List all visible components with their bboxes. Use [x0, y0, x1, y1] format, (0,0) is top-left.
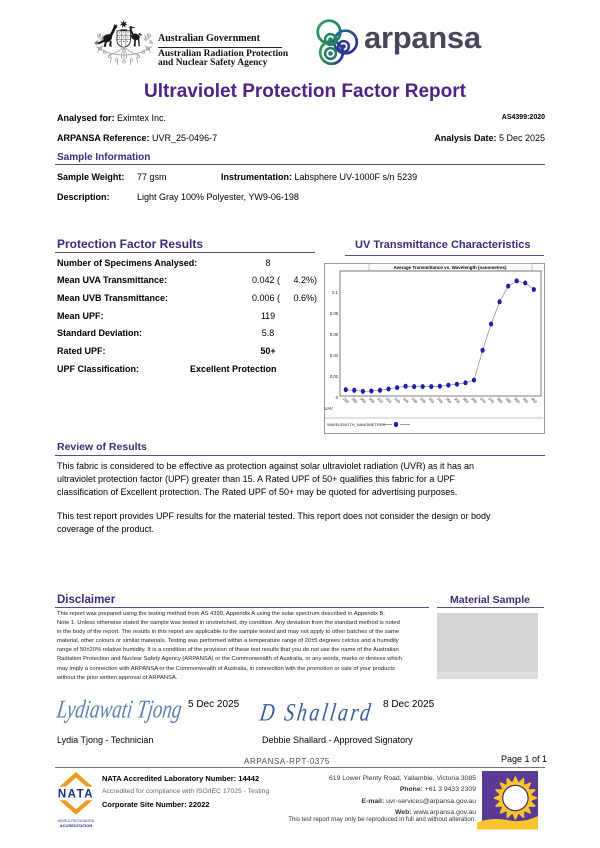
svg-text:+UAV: +UAV — [324, 406, 333, 411]
svg-text:300: 300 — [359, 397, 366, 404]
svg-text:390: 390 — [513, 397, 520, 404]
svg-text:400: 400 — [530, 397, 537, 404]
svg-text:0.08: 0.08 — [330, 311, 339, 316]
svg-text:320: 320 — [393, 397, 400, 404]
svg-text:0.06: 0.06 — [330, 332, 339, 337]
svg-text:305: 305 — [368, 397, 375, 404]
svg-text:315: 315 — [385, 397, 392, 404]
svg-text:385: 385 — [505, 397, 512, 404]
svg-text:WAVELENGTH_NANOMETRES: WAVELENGTH_NANOMETRES — [327, 422, 385, 427]
svg-text:380: 380 — [496, 397, 503, 404]
svg-text:350: 350 — [445, 397, 452, 404]
svg-text:340: 340 — [428, 397, 435, 404]
svg-text:ACCREDITATION: ACCREDITATION — [60, 823, 93, 828]
svg-text:310: 310 — [376, 397, 383, 404]
svg-text:290: 290 — [342, 397, 349, 404]
svg-text:0: 0 — [336, 395, 339, 400]
svg-text:330: 330 — [411, 397, 418, 404]
svg-text:0.02: 0.02 — [330, 374, 339, 379]
svg-text:325: 325 — [402, 397, 409, 404]
svg-text:NATA: NATA — [58, 789, 94, 801]
svg-text:395: 395 — [522, 397, 529, 404]
svg-text:0.04: 0.04 — [330, 353, 339, 358]
svg-text:295: 295 — [351, 397, 358, 404]
svg-text:335: 335 — [419, 397, 426, 404]
svg-text:355: 355 — [453, 397, 460, 404]
svg-text:360: 360 — [462, 397, 469, 404]
svg-text:370: 370 — [479, 397, 486, 404]
svg-text:375: 375 — [487, 397, 494, 404]
svg-text:365: 365 — [470, 397, 477, 404]
svg-text:0.1: 0.1 — [332, 290, 338, 295]
svg-text:345: 345 — [436, 397, 443, 404]
svg-text:WORLD RECOGNISED: WORLD RECOGNISED — [58, 819, 95, 823]
svg-text:Average Transmittance vs. Wave: Average Transmittance vs. Wavelength (na… — [394, 265, 507, 270]
